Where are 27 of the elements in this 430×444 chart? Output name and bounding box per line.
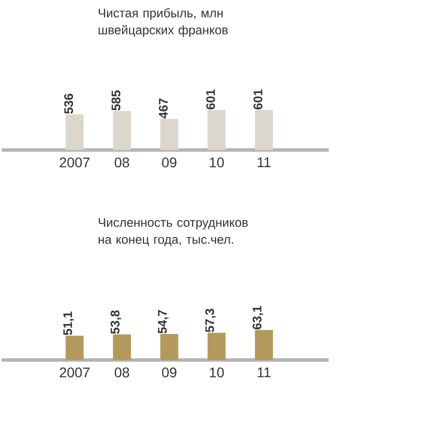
bar bbox=[113, 111, 132, 150]
x-tick-label: 11 bbox=[258, 158, 271, 168]
chart-title: Чистая прибыль, млн швейцарских франков bbox=[98, 8, 228, 37]
x-tick-label: 2007 bbox=[60, 158, 90, 168]
x-tick-label: 08 bbox=[114, 368, 130, 378]
x-tick-label: 11 bbox=[258, 368, 271, 378]
x-tick-label: 09 bbox=[162, 368, 177, 378]
chart-title: Численность сотрудников на конец года, тыс.чел. bbox=[98, 218, 248, 246]
x-tick-label: 09 bbox=[162, 158, 177, 168]
bar bbox=[160, 118, 178, 150]
data-label: 57,3 bbox=[205, 308, 216, 332]
x-tick-label: 10 bbox=[210, 368, 224, 378]
bar bbox=[255, 110, 274, 150]
data-label: 585 bbox=[112, 90, 121, 110]
x-tick-label: 2007 bbox=[60, 368, 90, 378]
data-label: 53,8 bbox=[110, 310, 122, 334]
bar bbox=[208, 110, 226, 150]
x-tick-label: 10 bbox=[210, 158, 224, 168]
data-label: 467 bbox=[159, 98, 168, 119]
data-label: 63,1 bbox=[252, 306, 264, 330]
x-tick-label: 08 bbox=[114, 158, 130, 168]
data-label: 536 bbox=[64, 94, 74, 114]
data-label: 601 bbox=[206, 89, 216, 110]
data-label: 51,1 bbox=[64, 312, 74, 336]
bar bbox=[66, 114, 84, 150]
data-label: 601 bbox=[254, 89, 263, 110]
data-label: 54,7 bbox=[158, 310, 169, 334]
